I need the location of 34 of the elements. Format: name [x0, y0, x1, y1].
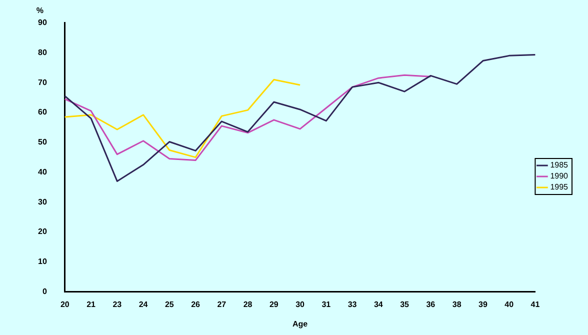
- y-tick-label: 70: [38, 78, 48, 87]
- y-tick-label: 10: [38, 257, 48, 266]
- y-tick-label: 0: [42, 287, 48, 296]
- x-tick-label: 21: [86, 300, 96, 309]
- y-axis-title: %: [36, 6, 44, 16]
- x-tick-label: 41: [530, 300, 540, 309]
- y-tick-label: 20: [38, 227, 48, 236]
- y-tick-label: 30: [38, 197, 48, 206]
- legend-label: 1985: [550, 160, 569, 170]
- y-tick-label: 40: [38, 167, 48, 176]
- x-tick-label: 40: [504, 300, 514, 309]
- legend-label: 1995: [550, 182, 569, 192]
- x-tick-label: 20: [60, 300, 70, 309]
- x-tick-label: 35: [400, 300, 410, 309]
- x-tick-label: 33: [348, 300, 358, 309]
- x-tick-label: 24: [138, 300, 148, 309]
- x-tick-label: 38: [452, 300, 462, 309]
- x-tick-label: 39: [478, 300, 488, 309]
- x-tick-label: 34: [374, 300, 384, 309]
- x-tick-label: 25: [164, 300, 174, 309]
- x-tick-label: 28: [243, 300, 253, 309]
- x-tick-label: 31: [322, 300, 332, 309]
- x-tick-label: 30: [296, 300, 306, 309]
- y-tick-label: 50: [38, 138, 48, 147]
- x-tick-label: 23: [112, 300, 122, 309]
- legend-label: 1990: [550, 172, 569, 181]
- y-tick-label: 60: [38, 108, 48, 117]
- x-tick-label: 29: [269, 300, 279, 309]
- x-axis-title: Age: [292, 319, 308, 328]
- y-tick-label: 80: [38, 48, 48, 57]
- x-tick-label: 26: [191, 300, 201, 309]
- y-tick-label: 90: [38, 18, 48, 28]
- x-tick-label: 36: [426, 300, 436, 309]
- x-tick-label: 27: [217, 300, 227, 309]
